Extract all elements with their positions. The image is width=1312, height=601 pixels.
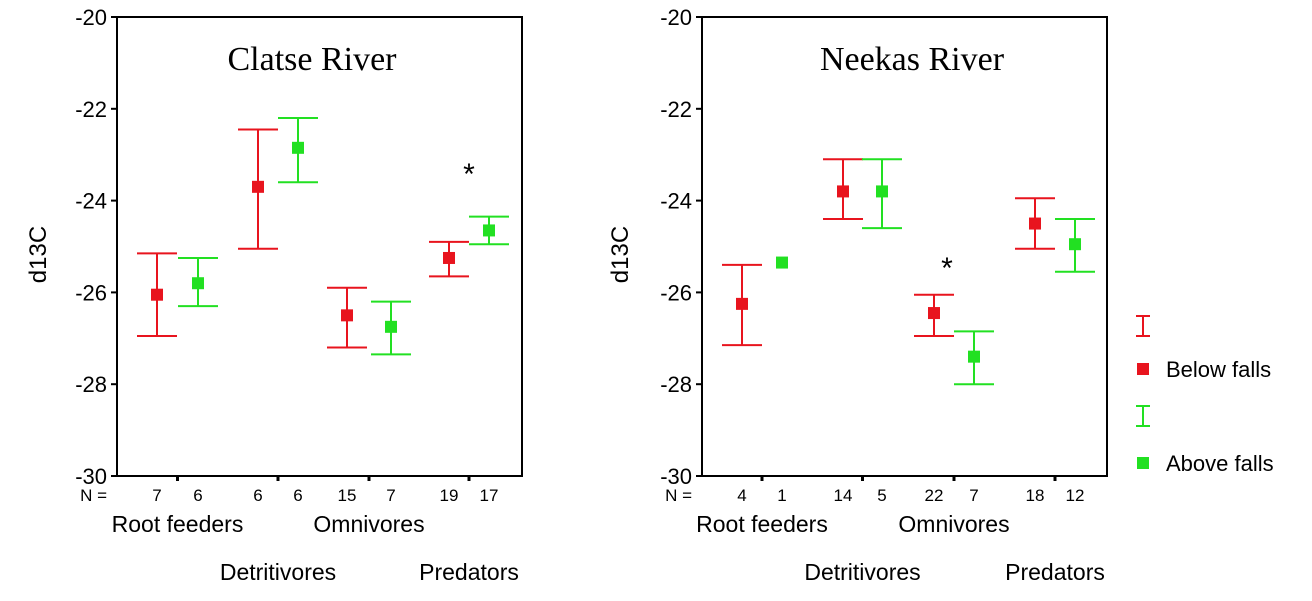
mean-marker xyxy=(483,224,495,237)
n-count: 12 xyxy=(1066,486,1085,505)
n-count: 5 xyxy=(877,486,886,505)
n-count: 15 xyxy=(338,486,357,505)
mean-marker xyxy=(1069,238,1081,251)
n-count: 6 xyxy=(293,486,302,505)
n-count: 14 xyxy=(834,486,853,505)
category-label: Predators xyxy=(419,559,519,585)
y-tick-label: -24 xyxy=(75,189,107,214)
y-tick-label: -26 xyxy=(660,280,692,305)
legend-item: Below falls xyxy=(1137,357,1271,382)
n-count: 6 xyxy=(253,486,262,505)
n-count: 17 xyxy=(480,486,499,505)
n-count: 4 xyxy=(737,486,746,505)
n-label: N = xyxy=(80,486,107,505)
category-label: Detritivores xyxy=(804,559,920,585)
mean-marker xyxy=(736,297,748,310)
mean-marker xyxy=(1029,217,1041,230)
chart-title: Clatse River xyxy=(227,41,397,78)
y-tick-label: -20 xyxy=(660,5,692,30)
mean-marker xyxy=(252,180,264,193)
mean-marker xyxy=(341,309,353,322)
y-tick-label: -28 xyxy=(75,372,107,397)
legend-marker-symbol xyxy=(1137,363,1149,375)
legend-item xyxy=(1136,315,1150,337)
mean-marker xyxy=(443,251,455,264)
category-label: Detritivores xyxy=(220,559,336,585)
y-axis-label: d13C xyxy=(607,226,634,283)
n-count: 18 xyxy=(1026,486,1045,505)
significance-annotation: * xyxy=(463,158,475,191)
y-axis-label: d13C xyxy=(25,226,52,283)
y-tick-label: -24 xyxy=(660,189,692,214)
n-count: 7 xyxy=(969,486,978,505)
mean-marker xyxy=(876,185,888,198)
plot-frame xyxy=(116,16,523,477)
legend-label: Above falls xyxy=(1166,451,1274,476)
n-count: 7 xyxy=(152,486,161,505)
y-tick-label: -26 xyxy=(75,280,107,305)
y-tick-label: -22 xyxy=(660,97,692,122)
plot-frame xyxy=(701,16,1108,477)
category-label: Root feeders xyxy=(112,511,244,537)
mean-marker xyxy=(292,141,304,154)
chart-panel-2: -20 -22 -24 -26 -28 -30 d13C Neekas River N = 4 14… xyxy=(607,5,1108,585)
mean-marker xyxy=(151,288,163,301)
chart-title: Neekas River xyxy=(820,41,1005,78)
chart-panel-1: -20 -22 -24 -26 -28 -30 d13C Clatse River N = 7 6 1… xyxy=(25,5,523,585)
mean-marker xyxy=(776,256,788,269)
y-tick-label: -28 xyxy=(660,372,692,397)
n-count: 1 xyxy=(777,486,786,505)
chart-legend: Below falls Above falls xyxy=(1136,315,1274,476)
category-label: Omnivores xyxy=(313,511,424,537)
legend-label: Below falls xyxy=(1166,357,1271,382)
category-label: Omnivores xyxy=(898,511,1009,537)
y-tick-label: -22 xyxy=(75,97,107,122)
significance-annotation: * xyxy=(941,252,953,285)
n-count: 22 xyxy=(925,486,944,505)
mean-marker xyxy=(928,307,940,320)
mean-marker xyxy=(192,277,204,290)
n-count: 7 xyxy=(386,486,395,505)
mean-marker xyxy=(837,185,849,198)
y-tick-label: -30 xyxy=(75,464,107,489)
mean-marker xyxy=(968,350,980,363)
legend-marker-symbol xyxy=(1137,457,1149,469)
n-count: 6 xyxy=(193,486,202,505)
category-label: Root feeders xyxy=(696,511,828,537)
mean-marker xyxy=(385,320,397,333)
legend-item: Above falls xyxy=(1137,451,1274,476)
y-tick-label: -20 xyxy=(75,5,107,30)
legend-item xyxy=(1136,405,1150,427)
n-label: N = xyxy=(665,486,692,505)
category-label: Predators xyxy=(1005,559,1105,585)
n-count: 19 xyxy=(440,486,459,505)
y-tick-label: -30 xyxy=(660,464,692,489)
